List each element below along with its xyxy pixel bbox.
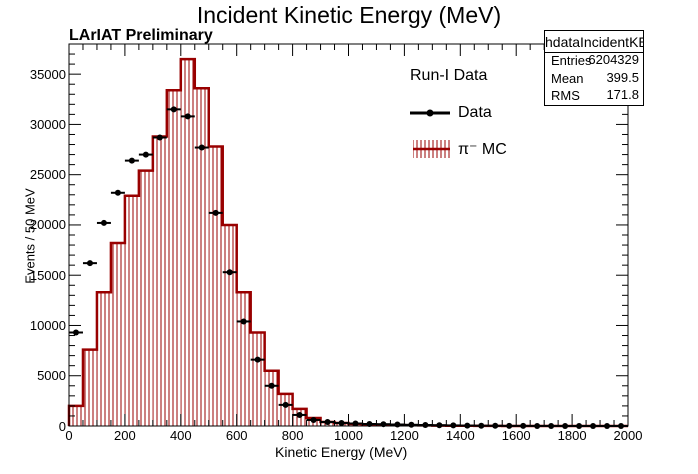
stat-label-mean: Mean	[551, 71, 584, 86]
legend-header: Run-I Data	[410, 67, 488, 84]
mc-bin-225	[124, 195, 139, 426]
mc-bin-625	[236, 292, 251, 426]
y-tick-label-2: 10000	[29, 317, 66, 333]
stat-mean-value: 399.5	[606, 70, 639, 85]
data-point-25	[72, 329, 79, 336]
mc-bin-725	[264, 370, 279, 426]
stats-box-name: hdataIncidentKE	[545, 32, 643, 53]
preliminary-label: LArIAT Preliminary	[69, 27, 213, 44]
stat-label-entries: Entries	[551, 53, 592, 68]
data-point-725	[268, 382, 275, 389]
y-tick-label-1: 5000	[37, 368, 66, 384]
data-point-875	[310, 416, 317, 423]
x-tick-label-1: 200	[114, 428, 136, 443]
data-point-75	[86, 260, 93, 267]
mc-bin-575	[222, 224, 237, 426]
y-tick-label-5: 25000	[29, 167, 66, 183]
mc-bin-75	[82, 349, 97, 426]
legend-label-data: Data	[458, 104, 492, 121]
mc-bin-325	[152, 136, 167, 427]
x-tick-label-3: 600	[225, 428, 248, 443]
stat-entries-value: 6204329	[588, 52, 639, 67]
mc-bin-425	[180, 59, 195, 426]
data-point-1075	[366, 420, 373, 427]
data-point-625	[240, 318, 247, 325]
data-point-1025	[352, 420, 359, 427]
data-point-1275	[422, 421, 429, 428]
x-tick-label-10: 2000	[613, 428, 643, 443]
chart-title: Incident Kinetic Energy (MeV)	[196, 2, 502, 28]
data-point-1175	[394, 421, 401, 428]
data-point-375	[170, 106, 177, 113]
x-axis-label: Kinetic Energy (MeV)	[275, 444, 408, 460]
legend-label-mc: π⁻ MC	[458, 141, 507, 158]
data-point-1375	[450, 422, 457, 429]
data-point-775	[282, 401, 289, 408]
y-tick-label-6: 30000	[29, 116, 66, 132]
stat-label-rms: RMS	[551, 88, 580, 103]
data-point-475	[198, 144, 205, 151]
stat-rms-value: 171.8	[606, 87, 639, 102]
mc-bin-175	[110, 243, 125, 426]
x-tick-label-0: 0	[65, 428, 73, 443]
mc-bin-25	[69, 405, 83, 426]
data-point-825	[296, 411, 303, 418]
data-point-325	[156, 134, 163, 141]
stats-box: Entries hdataIncidentKE Mean RMS 6204329…	[544, 30, 644, 106]
x-tick-label-6: 1200	[389, 428, 419, 443]
x-tick-label-2: 400	[169, 428, 192, 443]
data-point-1325	[436, 422, 443, 429]
data-point-275	[142, 151, 149, 158]
mc-bin-275	[138, 170, 153, 426]
data-point-975	[338, 419, 345, 426]
data-point-525	[212, 209, 219, 216]
data-point-675	[254, 356, 261, 363]
data-point-925	[324, 418, 331, 425]
data-point-1225	[408, 421, 415, 428]
mc-bin-675	[250, 332, 265, 426]
y-tick-label-0: 0	[58, 418, 66, 434]
y-tick-label-7: 35000	[29, 66, 66, 82]
x-tick-label-9: 1800	[557, 428, 587, 443]
mc-bin-375	[166, 90, 181, 427]
data-point-125	[100, 219, 107, 226]
data-point-575	[226, 269, 233, 276]
x-tick-label-5: 1000	[334, 428, 363, 443]
legend-marker-data-point	[426, 109, 434, 117]
mc-bin-475	[194, 88, 209, 427]
mc-bin-775	[278, 393, 293, 426]
x-tick-label-4: 800	[281, 428, 304, 443]
y-tick-label-3: 15000	[29, 267, 66, 283]
data-point-175	[114, 189, 121, 196]
data-point-425	[184, 113, 191, 120]
mc-bin-125	[96, 292, 111, 426]
x-tick-label-8: 1600	[501, 428, 531, 443]
y-tick-label-4: 20000	[29, 217, 66, 233]
data-point-225	[128, 157, 135, 164]
x-tick-label-7: 1400	[445, 428, 475, 443]
mc-bin-525	[208, 146, 223, 426]
